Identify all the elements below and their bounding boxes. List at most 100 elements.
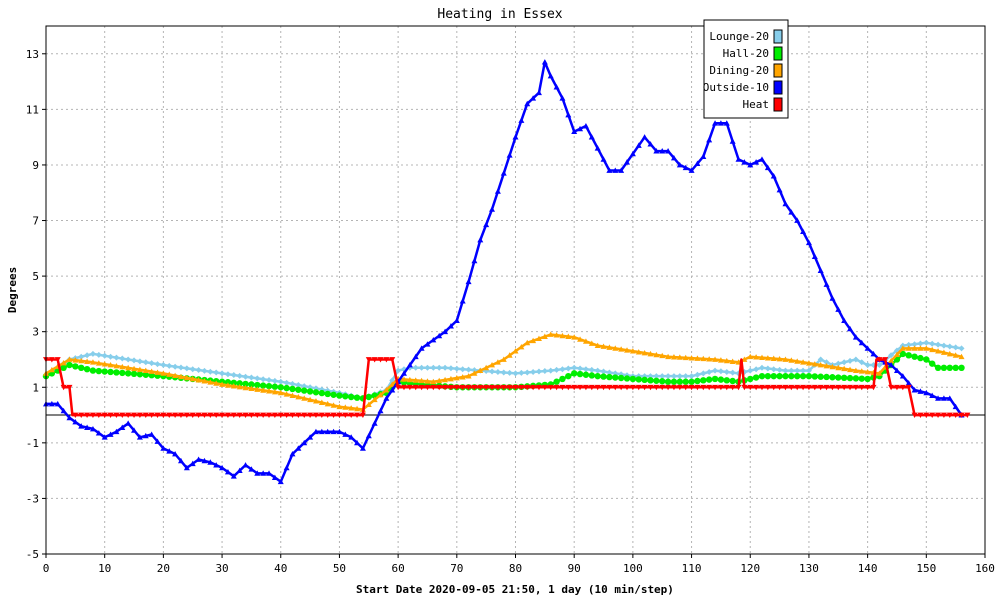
data-point: [888, 362, 895, 368]
data-point: [700, 370, 707, 377]
data-point: [383, 357, 390, 363]
data-point: [95, 367, 103, 375]
series-dining-20: [43, 331, 965, 412]
data-point: [347, 393, 355, 401]
data-point: [530, 337, 537, 344]
data-point: [136, 366, 143, 373]
data-point: [518, 117, 525, 123]
data-point: [770, 372, 777, 380]
data-point: [136, 434, 143, 440]
y-tick-label: 9: [32, 159, 39, 172]
data-point: [841, 384, 848, 391]
data-point: [160, 362, 167, 369]
data-point: [172, 363, 179, 370]
data-point: [230, 372, 237, 379]
data-point: [101, 434, 108, 440]
data-point: [213, 412, 220, 419]
data-point: [582, 338, 589, 344]
data-point: [142, 359, 149, 366]
data-point: [770, 366, 777, 373]
data-point: [260, 412, 267, 419]
data-point: [195, 377, 202, 383]
data-point: [612, 374, 619, 381]
data-point: [817, 362, 824, 368]
data-point: [876, 362, 883, 369]
data-point: [935, 412, 942, 419]
data-point: [659, 384, 666, 391]
data-point: [835, 306, 842, 312]
data-point: [371, 420, 378, 426]
data-point: [594, 367, 601, 374]
data-point: [136, 371, 144, 378]
data-point: [588, 340, 595, 346]
data-point: [400, 376, 407, 382]
data-point: [306, 388, 314, 395]
data-point: [923, 339, 930, 346]
data-point: [600, 373, 607, 380]
data-point: [958, 345, 965, 352]
data-point: [72, 357, 79, 363]
data-point: [565, 372, 572, 380]
data-point: [893, 351, 900, 358]
data-point: [248, 381, 255, 388]
data-point: [89, 412, 96, 419]
data-point: [659, 373, 666, 380]
legend-swatch: [773, 97, 783, 112]
data-point: [893, 384, 900, 391]
data-point: [342, 393, 349, 400]
data-point: [541, 333, 548, 339]
y-tick-label: 1: [32, 381, 39, 394]
data-point: [577, 125, 584, 132]
data-point: [876, 357, 883, 363]
data-point: [506, 152, 513, 158]
x-tick-label: 30: [215, 562, 228, 575]
data-point: [641, 349, 648, 356]
data-point: [354, 439, 361, 446]
series-lounge-20: [43, 339, 965, 402]
data-point: [412, 384, 419, 391]
data-point: [195, 412, 202, 419]
data-point: [899, 345, 906, 351]
data-point: [935, 341, 942, 348]
data-point: [735, 156, 742, 162]
data-point: [782, 372, 789, 380]
data-point: [371, 357, 378, 363]
legend-label: Lounge-20: [709, 30, 769, 43]
data-point: [688, 355, 695, 361]
data-point: [676, 354, 683, 360]
data-point: [535, 384, 542, 391]
data-point: [588, 384, 595, 391]
data-point: [506, 369, 513, 376]
data-point: [113, 428, 120, 435]
data-point: [717, 376, 725, 383]
data-point: [201, 412, 208, 419]
data-point: [83, 366, 91, 373]
data-point: [929, 346, 936, 353]
data-point: [876, 370, 883, 376]
data-point: [436, 364, 443, 371]
data-point: [430, 378, 437, 385]
data-point: [553, 378, 560, 385]
data-point: [535, 89, 542, 96]
data-point: [424, 364, 431, 371]
data-point: [717, 384, 724, 391]
data-point: [277, 412, 284, 419]
data-point: [489, 206, 496, 212]
data-point: [829, 363, 836, 370]
data-point: [107, 368, 114, 376]
data-point: [547, 331, 554, 337]
data-point: [494, 188, 501, 194]
data-point: [899, 384, 906, 391]
data-point: [929, 412, 936, 419]
data-point: [60, 407, 67, 414]
data-point: [917, 340, 924, 347]
data-point: [694, 384, 701, 391]
data-point: [800, 384, 807, 391]
data-point: [101, 412, 108, 419]
data-point: [430, 364, 437, 371]
data-point: [400, 370, 407, 376]
data-point: [307, 412, 314, 419]
data-point: [823, 362, 830, 369]
data-point: [84, 424, 91, 430]
